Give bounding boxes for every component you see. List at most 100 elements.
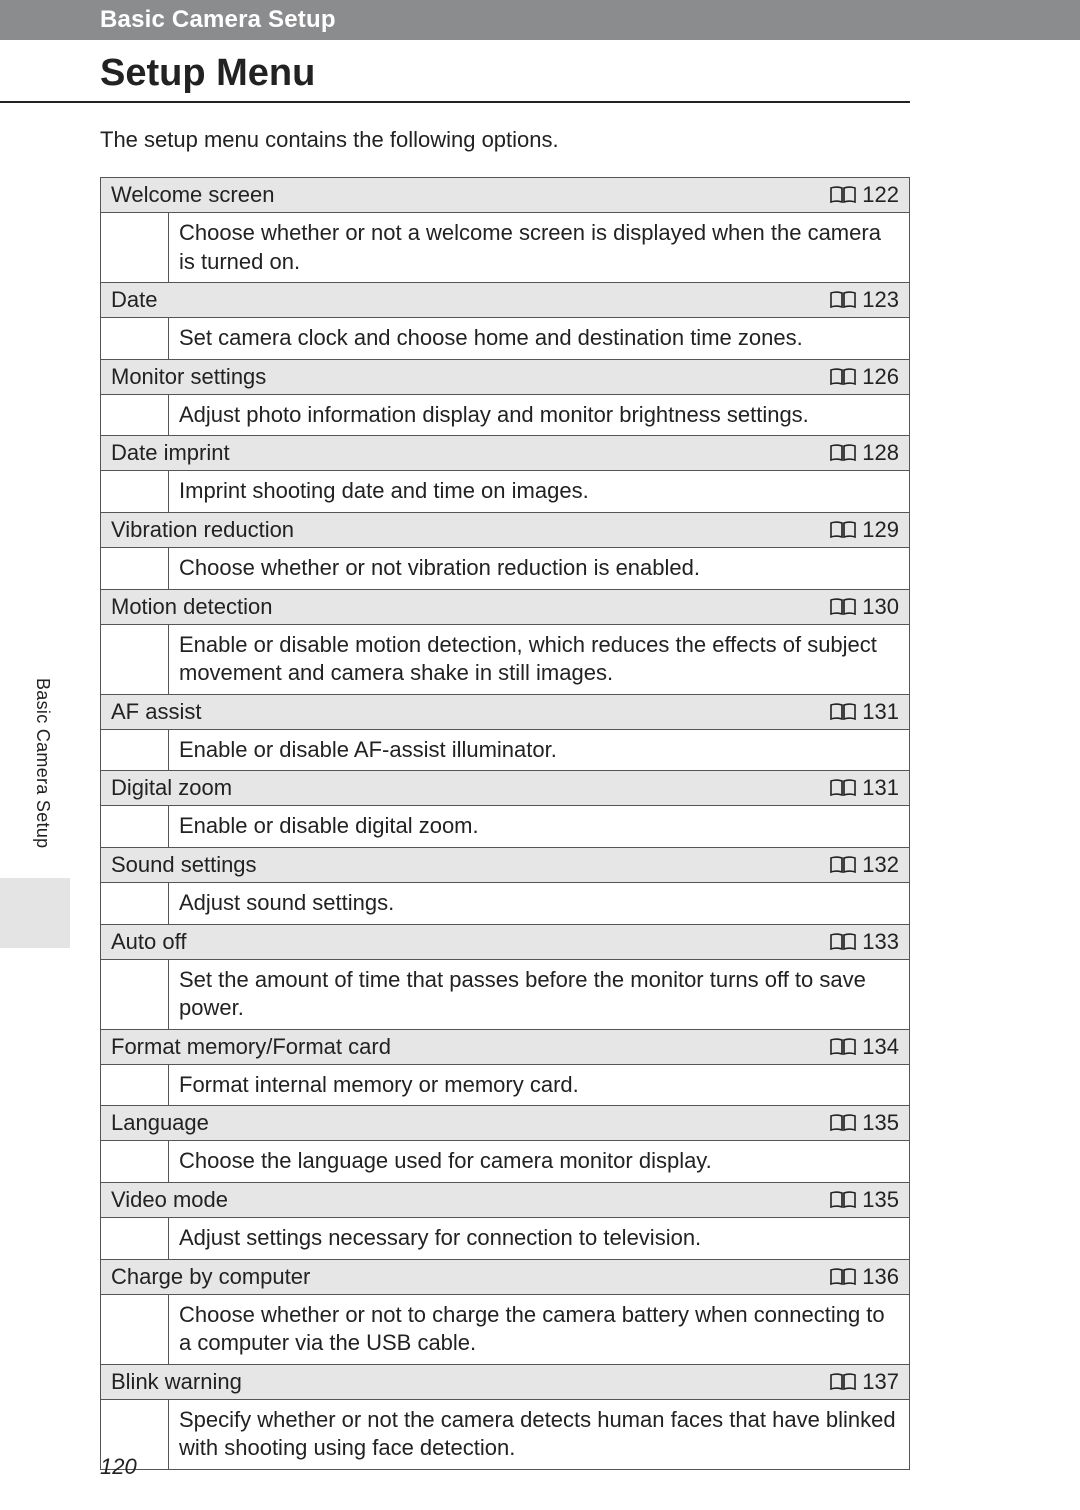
page-reference: 133	[809, 929, 899, 955]
option-description: Adjust sound settings.	[169, 883, 909, 924]
option-description: Format internal memory or memory card.	[169, 1065, 909, 1106]
page-ref-number: 137	[862, 1369, 899, 1395]
page-reference: 130	[809, 594, 899, 620]
book-page-icon	[830, 186, 856, 204]
option-title: Welcome screen	[111, 182, 809, 208]
page-ref-number: 135	[862, 1110, 899, 1136]
side-tab-label: Basic Camera Setup	[32, 678, 53, 848]
option-title: Motion detection	[111, 594, 809, 620]
option-title: Monitor settings	[111, 364, 809, 390]
option-description: Enable or disable AF-assist illuminator.	[169, 730, 909, 771]
page-ref-number: 131	[862, 775, 899, 801]
intro-text: The setup menu contains the following op…	[0, 127, 910, 177]
side-thumb-tab	[0, 878, 70, 948]
book-page-icon	[830, 1268, 856, 1286]
book-page-icon	[830, 1191, 856, 1209]
book-page-icon	[830, 856, 856, 874]
setup-options-table: Welcome screen 122 Choose whether or not a…	[100, 177, 910, 1470]
indent-gutter	[101, 1218, 169, 1259]
page-reference: 123	[809, 287, 899, 313]
option-description: Adjust photo information display and mon…	[169, 395, 909, 436]
page-ref-number: 131	[862, 699, 899, 725]
option-title: Auto off	[111, 929, 809, 955]
book-page-icon	[830, 1114, 856, 1132]
option-title: Digital zoom	[111, 775, 809, 801]
option-description: Enable or disable motion detection, whic…	[169, 625, 909, 694]
option-title-row: Language 135	[101, 1106, 909, 1141]
page-reference: 135	[809, 1187, 899, 1213]
option-title-row: Auto off 133	[101, 925, 909, 960]
option-title-row: AF assist131	[101, 695, 909, 730]
page-ref-number: 123	[862, 287, 899, 313]
manual-page: Basic Camera Setup Setup Menu The setup …	[0, 0, 1080, 1510]
indent-gutter	[101, 1141, 169, 1182]
option-description: Enable or disable digital zoom.	[169, 806, 909, 847]
indent-gutter	[101, 1065, 169, 1106]
page-reference: 131	[809, 699, 899, 725]
page-reference: 126	[809, 364, 899, 390]
option-title-row: Welcome screen 122	[101, 178, 909, 213]
page-ref-number: 134	[862, 1034, 899, 1060]
page-ref-number: 129	[862, 517, 899, 543]
option-description: Imprint shooting date and time on images…	[169, 471, 909, 512]
book-page-icon	[830, 1373, 856, 1391]
option-description: Choose whether or not a welcome screen i…	[169, 213, 909, 282]
option-title-row: Vibration reduction 129	[101, 513, 909, 548]
option-desc-row: Enable or disable motion detection, whic…	[101, 625, 909, 695]
book-page-icon	[830, 291, 856, 309]
page-ref-number: 133	[862, 929, 899, 955]
page-ref-number: 135	[862, 1187, 899, 1213]
option-title: Date	[111, 287, 809, 313]
option-desc-row: Adjust photo information display and mon…	[101, 395, 909, 437]
indent-gutter	[101, 471, 169, 512]
option-title-row: Digital zoom 131	[101, 771, 909, 806]
book-page-icon	[830, 368, 856, 386]
page-ref-number: 126	[862, 364, 899, 390]
page-reference: 122	[809, 182, 899, 208]
option-desc-row: Choose the language used for camera moni…	[101, 1141, 909, 1183]
book-page-icon	[830, 1038, 856, 1056]
option-title: Format memory/Format card	[111, 1034, 809, 1060]
option-description: Choose the language used for camera moni…	[169, 1141, 909, 1182]
option-desc-row: Set camera clock and choose home and des…	[101, 318, 909, 360]
option-title: Vibration reduction	[111, 517, 809, 543]
option-desc-row: Imprint shooting date and time on images…	[101, 471, 909, 513]
option-desc-row: Adjust settings necessary for connection…	[101, 1218, 909, 1260]
option-description: Specify whether or not the camera detect…	[169, 1400, 909, 1469]
indent-gutter	[101, 395, 169, 436]
option-desc-row: Adjust sound settings.	[101, 883, 909, 925]
option-title: Blink warning	[111, 1369, 809, 1395]
option-title: Sound settings	[111, 852, 809, 878]
indent-gutter	[101, 960, 169, 1029]
page-ref-number: 122	[862, 182, 899, 208]
option-desc-row: Set the amount of time that passes befor…	[101, 960, 909, 1030]
indent-gutter	[101, 883, 169, 924]
option-desc-row: Enable or disable digital zoom.	[101, 806, 909, 848]
option-desc-row: Choose whether or not vibration reductio…	[101, 548, 909, 590]
option-title-row: Date 123	[101, 283, 909, 318]
option-desc-row: Specify whether or not the camera detect…	[101, 1400, 909, 1470]
page-ref-number: 132	[862, 852, 899, 878]
indent-gutter	[101, 213, 169, 282]
option-title-row: Monitor settings 126	[101, 360, 909, 395]
option-description: Choose whether or not vibration reductio…	[169, 548, 909, 589]
page-reference: 131	[809, 775, 899, 801]
breadcrumb: Basic Camera Setup	[100, 6, 336, 33]
page-ref-number: 130	[862, 594, 899, 620]
page-reference: 135	[809, 1110, 899, 1136]
option-title: Video mode	[111, 1187, 809, 1213]
option-title: Language	[111, 1110, 809, 1136]
page-number: 120	[100, 1454, 137, 1480]
option-description: Set the amount of time that passes befor…	[169, 960, 909, 1029]
option-title-row: Blink warning 137	[101, 1365, 909, 1400]
option-description: Set camera clock and choose home and des…	[169, 318, 909, 359]
option-desc-row: Enable or disable AF-assist illuminator.	[101, 730, 909, 772]
book-page-icon	[830, 444, 856, 462]
option-desc-row: Choose whether or not a welcome screen i…	[101, 213, 909, 283]
indent-gutter	[101, 730, 169, 771]
page-ref-number: 136	[862, 1264, 899, 1290]
book-page-icon	[830, 933, 856, 951]
breadcrumb-bar: Basic Camera Setup	[0, 0, 1080, 40]
option-description: Choose whether or not to charge the came…	[169, 1295, 909, 1364]
indent-gutter	[101, 1295, 169, 1364]
